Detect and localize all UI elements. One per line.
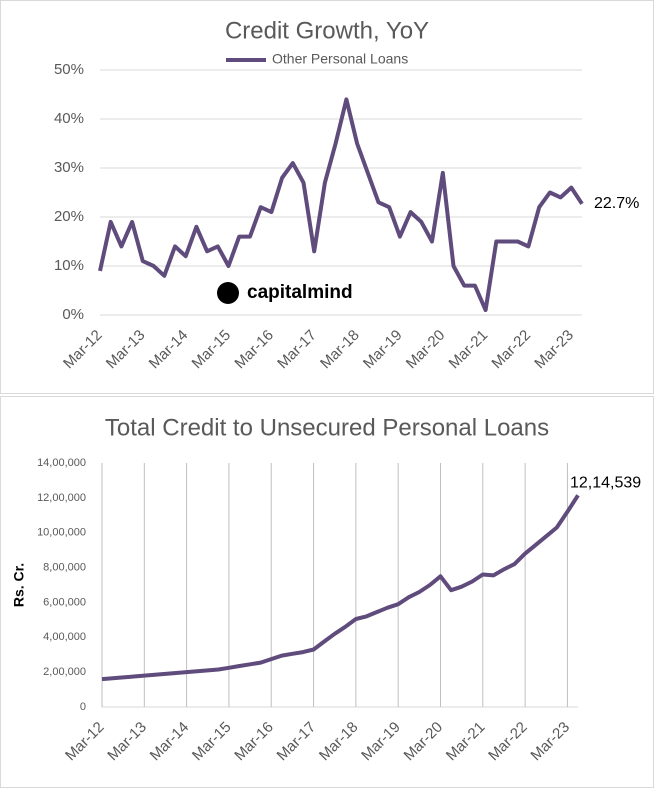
legend-label: Other Personal Loans bbox=[272, 51, 408, 67]
y-tick-label: 50% bbox=[54, 61, 84, 78]
y-tick-label: 10% bbox=[54, 257, 84, 274]
series-line bbox=[98, 97, 584, 313]
panel bbox=[0, 396, 654, 788]
y-tick-label: 2,00,000 bbox=[43, 666, 86, 678]
y-tick-label: 4,00,000 bbox=[43, 631, 86, 643]
series-line bbox=[101, 494, 580, 682]
y-tick-label: 30% bbox=[54, 159, 84, 176]
watermark: capitalmind bbox=[247, 282, 353, 303]
y-tick-label: 6,00,000 bbox=[43, 596, 86, 608]
y-tick-label: 20% bbox=[54, 208, 84, 225]
y-axis-label: Rs. Cr. bbox=[11, 563, 27, 607]
y-tick-label: 8,00,000 bbox=[43, 561, 86, 573]
y-tick-label: 0% bbox=[62, 306, 84, 323]
y-tick-label: 0 bbox=[80, 701, 86, 713]
y-tick-label: 10,00,000 bbox=[37, 527, 86, 539]
chart-title: Total Credit to Unsecured Personal Loans bbox=[105, 414, 549, 441]
y-tick-label: 40% bbox=[54, 110, 84, 127]
logo bbox=[217, 282, 239, 304]
y-tick-label: 14,00,000 bbox=[37, 457, 86, 469]
chart-title: Credit Growth, YoY bbox=[225, 17, 429, 44]
y-tick-label: 12,00,000 bbox=[37, 492, 86, 504]
data-label: 22.7% bbox=[594, 195, 639, 212]
data-label: 12,14,539 bbox=[570, 475, 641, 492]
